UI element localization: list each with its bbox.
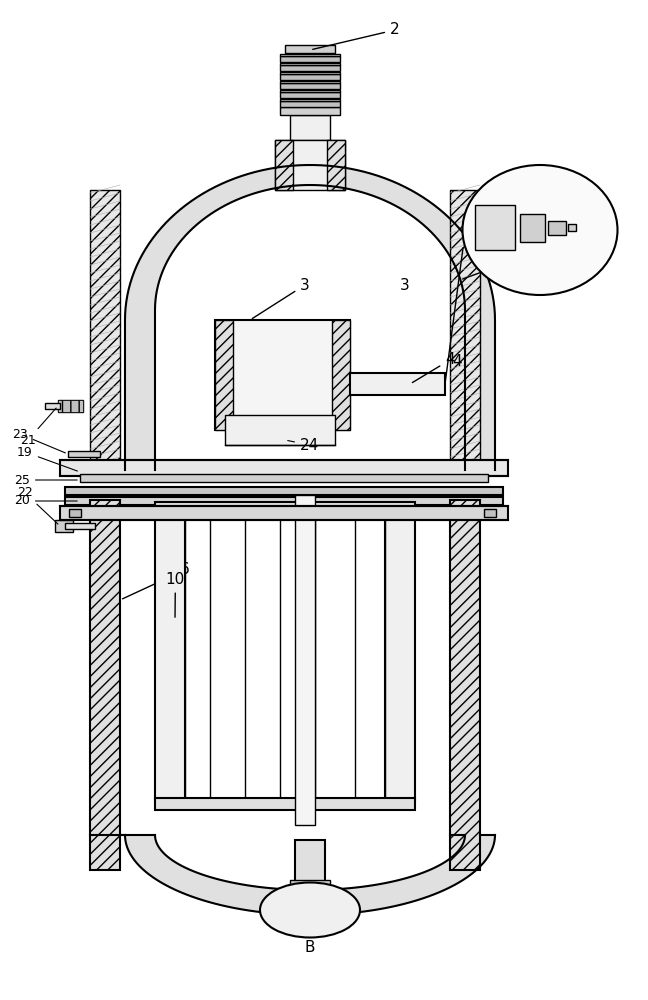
Bar [65, 487, 503, 495]
Bar [520, 214, 545, 242]
Bar [275, 140, 293, 190]
Text: 20: 20 [14, 494, 77, 508]
Bar [215, 320, 233, 430]
Bar [450, 190, 480, 470]
Bar [280, 81, 340, 83]
Bar [280, 74, 340, 80]
Bar [155, 510, 185, 800]
Bar [285, 45, 335, 53]
Text: 23: 23 [12, 428, 65, 453]
Polygon shape [125, 165, 495, 470]
Bar [65, 497, 503, 505]
Text: B: B [305, 940, 315, 956]
Text: 25: 25 [14, 474, 77, 487]
Bar [568, 224, 576, 231]
Text: A: A [597, 192, 607, 208]
Bar [280, 54, 340, 56]
Text: 19: 19 [17, 446, 77, 471]
Bar [475, 205, 515, 250]
Bar [45, 403, 60, 409]
Bar [65, 523, 95, 529]
Text: 3: 3 [400, 277, 410, 292]
Text: 22: 22 [17, 487, 58, 524]
Bar [295, 840, 325, 885]
Text: 2: 2 [313, 22, 400, 49]
Bar [58, 400, 83, 412]
Bar [280, 107, 340, 115]
Bar [68, 451, 100, 457]
Bar [225, 415, 335, 445]
Bar [480, 207, 515, 213]
Bar [80, 474, 488, 482]
Bar [280, 65, 340, 71]
Text: 24: 24 [288, 438, 319, 452]
Bar [280, 90, 340, 92]
Bar [480, 239, 515, 245]
Text: 4: 4 [412, 353, 455, 383]
Text: 1: 1 [463, 252, 520, 279]
Bar [350, 373, 445, 395]
Text: 10: 10 [166, 572, 185, 617]
Bar [90, 190, 120, 470]
Bar [280, 56, 340, 62]
Bar [69, 509, 81, 517]
Text: 3: 3 [252, 277, 310, 319]
Bar [60, 460, 508, 476]
Bar [280, 92, 340, 98]
Bar [295, 495, 315, 825]
Bar [58, 400, 83, 412]
Ellipse shape [260, 882, 360, 938]
Bar [480, 223, 515, 229]
Bar [280, 83, 340, 89]
Ellipse shape [463, 165, 618, 295]
Bar [548, 221, 566, 235]
Bar [280, 63, 340, 65]
Bar [450, 500, 480, 870]
Bar [90, 500, 120, 870]
Bar [155, 502, 415, 512]
Bar [215, 320, 350, 430]
Bar [480, 215, 515, 221]
Bar [280, 101, 340, 107]
Bar [60, 506, 508, 520]
Bar [332, 320, 350, 430]
Bar [484, 509, 496, 517]
Bar [327, 140, 345, 190]
Text: 6: 6 [122, 562, 190, 599]
Bar [55, 520, 73, 532]
Bar [480, 231, 515, 237]
Bar [155, 798, 415, 810]
Polygon shape [125, 835, 495, 915]
Bar [290, 880, 330, 895]
Bar [275, 140, 345, 190]
Bar [385, 510, 415, 800]
Text: 21: 21 [20, 408, 56, 446]
Text: 4: 4 [452, 355, 461, 369]
Bar [290, 115, 330, 140]
Bar [280, 72, 340, 74]
Bar [280, 99, 340, 101]
